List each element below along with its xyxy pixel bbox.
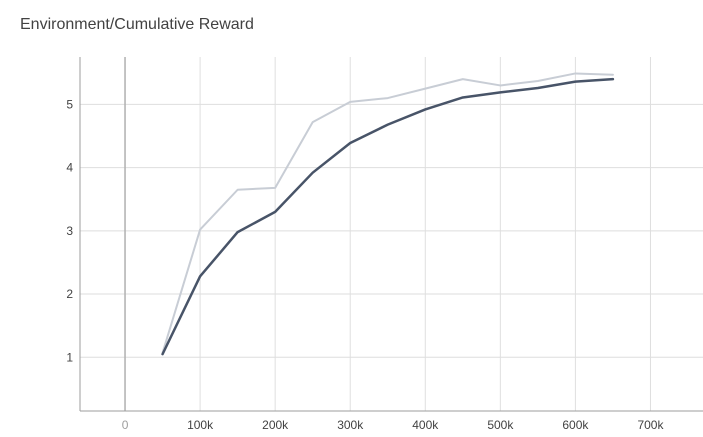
y-tick-label: 4: [66, 161, 73, 175]
x-tick-label: 200k: [262, 418, 289, 432]
y-tick-label: 2: [66, 287, 73, 301]
y-tick-label: 5: [66, 97, 73, 111]
x-tick-label: 300k: [337, 418, 364, 432]
series-line-light: [161, 72, 614, 354]
y-tick-label: 3: [66, 224, 73, 238]
x-tick-label: 600k: [562, 418, 589, 432]
x-tick-label: 0: [122, 418, 129, 432]
x-tick-label: 100k: [187, 418, 214, 432]
x-tick-label: 500k: [487, 418, 514, 432]
axes: [79, 57, 703, 412]
chart-title: Environment/Cumulative Reward: [20, 16, 254, 33]
grid-lines: [80, 57, 703, 411]
y-tick-label: 1: [66, 350, 73, 364]
x-tick-label: 400k: [412, 418, 439, 432]
series-lines: [161, 72, 615, 356]
tick-labels: 1 2 3 4 5 0 100k 200k 300k 400k 500k 600k 700k: [66, 97, 664, 432]
x-tick-label: 700k: [637, 418, 664, 432]
series-line-dark: [161, 77, 615, 356]
